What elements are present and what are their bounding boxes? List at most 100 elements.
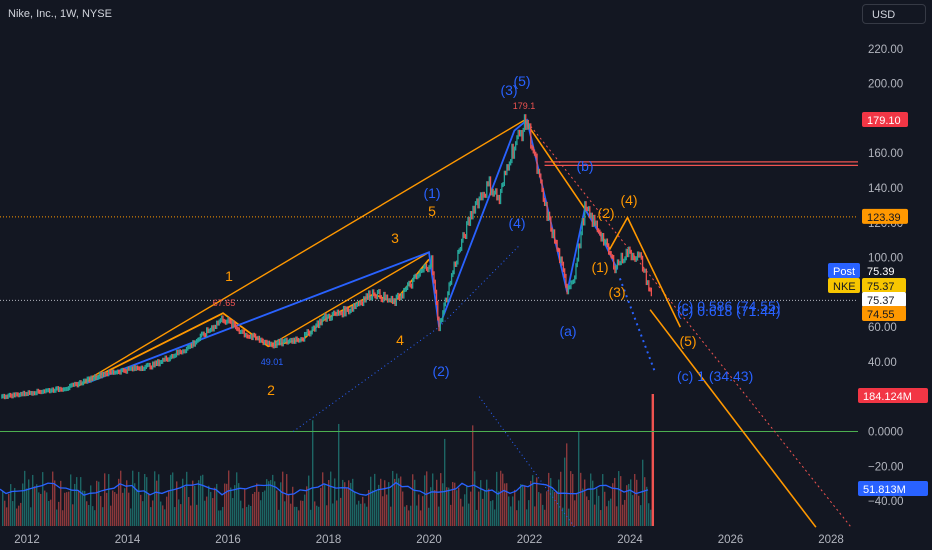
volume-bar	[388, 482, 390, 526]
volume-bar	[614, 477, 616, 526]
ticker-title: Nike, Inc., 1W, NYSE	[8, 8, 112, 20]
volume-bar	[472, 425, 474, 526]
volume-bar	[8, 493, 10, 526]
volume-bar	[314, 501, 316, 526]
time-axis[interactable]: 2012 2014 2016 2018 2020 2022 2024 2026 2028	[14, 534, 844, 546]
nke-label-tag: NKE	[828, 278, 860, 293]
volume-bar	[58, 501, 60, 526]
volume-bar	[298, 510, 300, 526]
volume-bar	[230, 487, 232, 526]
nke-value-tag-bg	[862, 278, 906, 293]
volume-bar	[122, 492, 124, 526]
volume-bar	[282, 471, 284, 526]
volume-bar	[18, 505, 20, 526]
volume-bar	[434, 490, 436, 526]
volume-bar	[354, 491, 356, 526]
volume-bar	[536, 477, 538, 526]
volume-bar	[212, 498, 214, 526]
volume-bar	[620, 476, 622, 526]
price-tick-label: 60.00	[868, 322, 897, 334]
volume-bar	[548, 472, 550, 526]
blue-wave-label: (1)	[423, 185, 440, 201]
volume-bar	[272, 474, 274, 526]
blue-wave-label: (3)	[500, 82, 517, 98]
volume-bar	[522, 484, 524, 526]
time-tick-label: 2018	[316, 534, 342, 546]
volume-bar	[348, 480, 350, 526]
volume-bar	[30, 507, 32, 526]
volume-bar	[308, 475, 310, 526]
volume-bar	[568, 508, 570, 526]
last-close-tag-bg	[862, 292, 906, 307]
nke-value-tag: 75.37	[862, 278, 906, 293]
volume-bar	[176, 481, 178, 526]
volume-bar	[180, 504, 182, 526]
volume-bar	[246, 506, 248, 526]
nke-label-tag-text: NKE	[833, 281, 856, 293]
volume-bar	[254, 492, 256, 526]
volume-ma-tag: 51.813M	[858, 481, 928, 496]
volume-bar	[208, 485, 210, 526]
volume-bar	[412, 474, 414, 526]
volume-bar	[452, 482, 454, 526]
volume-bar	[612, 483, 614, 526]
volume-bar	[290, 503, 292, 526]
volume-bar	[402, 491, 404, 526]
volume-bar	[218, 510, 220, 526]
nke-label-tag-bg	[828, 278, 860, 293]
volume-bar	[362, 496, 364, 526]
volume-bar	[60, 480, 62, 526]
orange-decline-line	[523, 119, 682, 328]
volume-bar	[264, 490, 266, 526]
volume-bar	[88, 505, 90, 526]
volume-bar	[328, 479, 330, 526]
volume-bar	[608, 500, 610, 526]
time-tick-label: 2026	[718, 534, 744, 546]
volume-bar	[132, 470, 134, 526]
volume-bar	[542, 504, 544, 526]
blue-channel-line	[438, 245, 520, 328]
orange-wave-label: (5)	[679, 333, 696, 349]
volume-bar	[250, 505, 252, 526]
volume-bar	[220, 510, 222, 526]
post-label-tag: Post	[828, 263, 860, 278]
volume-bar	[512, 496, 514, 526]
volume-bar	[582, 488, 584, 526]
volume-bar	[408, 510, 410, 526]
volume-bar	[570, 471, 572, 526]
volume-bar	[498, 491, 500, 526]
volume-bar	[172, 472, 174, 526]
volume-bar	[216, 483, 218, 526]
volume-bar	[448, 487, 450, 526]
volume-bar	[592, 480, 594, 526]
volume-bar	[158, 474, 160, 526]
volume-bar	[462, 506, 464, 526]
volume-bar	[562, 507, 564, 526]
volume-bar	[68, 491, 70, 526]
volume-spike-bar	[651, 394, 655, 526]
volume-bar	[356, 504, 358, 526]
volume-bar	[166, 496, 168, 526]
volume-bar	[560, 471, 562, 526]
time-tick-label: 2028	[818, 534, 844, 546]
volume-ma-tag-text: 51.813M	[863, 484, 906, 496]
volume-bar	[108, 474, 110, 526]
volume-bar	[610, 498, 612, 526]
volume-bar	[62, 510, 64, 526]
currency-button[interactable]: USD	[862, 4, 926, 24]
volume-value-tag-bg	[858, 388, 928, 403]
price-tick-label: 40.00	[868, 357, 897, 369]
volume-bar	[432, 473, 434, 526]
price-tick-label: −40.00	[868, 496, 904, 508]
volume-bar	[640, 505, 642, 526]
volume-bar	[168, 490, 170, 526]
volume-bar	[182, 478, 184, 526]
volume-bar	[426, 471, 428, 526]
volume-bar	[316, 505, 318, 526]
volume-bar	[300, 500, 302, 526]
volume-bar	[382, 496, 384, 526]
orange-wave-label: 3	[391, 230, 399, 246]
volume-bar	[114, 492, 116, 526]
